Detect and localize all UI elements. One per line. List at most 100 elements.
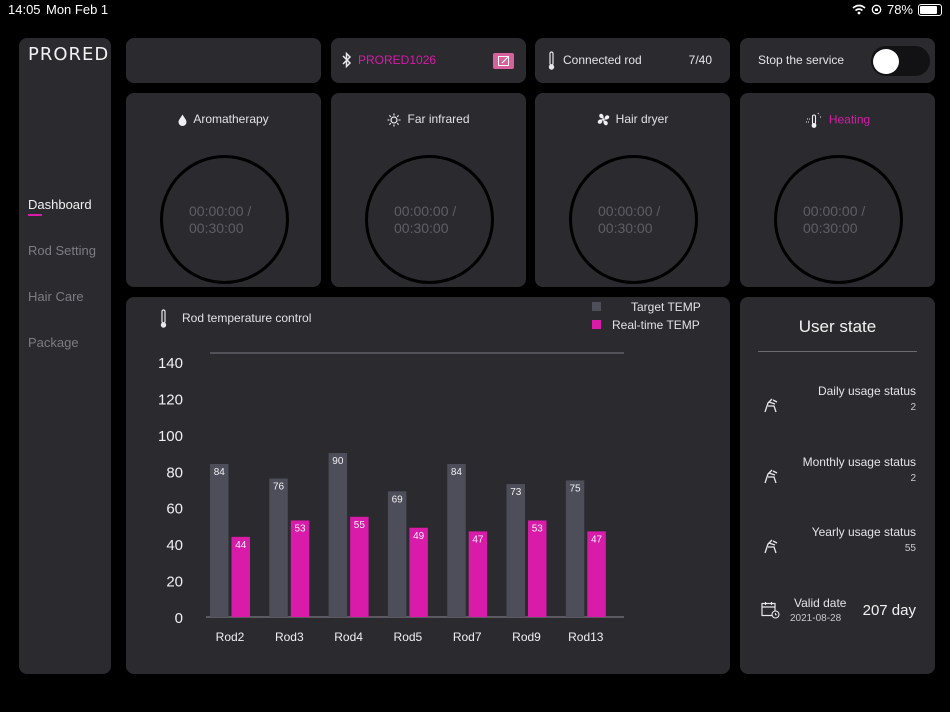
bar bbox=[528, 520, 547, 617]
edit-icon bbox=[498, 56, 509, 66]
status-bar: 14:05 Mon Feb 1 78% bbox=[0, 0, 950, 20]
stop-service-toggle[interactable] bbox=[871, 46, 930, 76]
status-date: Mon Feb 1 bbox=[46, 2, 109, 17]
sidebar-item-package[interactable]: Package bbox=[28, 335, 79, 350]
user-state-title: User state bbox=[798, 317, 877, 336]
stop-service-label: Stop the service bbox=[758, 53, 845, 67]
bar bbox=[447, 464, 466, 617]
bar-value-label: 69 bbox=[392, 494, 404, 505]
monthly-usage-row: Monthly usage status 2 bbox=[740, 455, 935, 495]
mode-label: Far infrared bbox=[407, 112, 470, 126]
rod-temperature-panel: 0 20 40 60 80 100 120 140 84 44 Rod2 76 53 Rod3 90 55 Ro… bbox=[126, 297, 730, 674]
mode-card-far-infrared[interactable]: Far infrared 00:00:00 /00:30:00 bbox=[331, 93, 526, 287]
bar-value-label: 47 bbox=[472, 534, 484, 545]
timer-ring: 00:00:00 /00:30:00 bbox=[774, 155, 903, 284]
legend-label: Real-time TEMP bbox=[612, 318, 700, 332]
daily-usage-row: Daily usage status 2 bbox=[740, 384, 935, 424]
mode-card-aromatherapy[interactable]: Aromatherapy 00:00:00 /00:30:00 bbox=[126, 93, 321, 287]
toggle-knob bbox=[873, 49, 899, 74]
usage-value: 55 bbox=[904, 543, 916, 554]
edit-device-button[interactable] bbox=[493, 53, 514, 69]
bar bbox=[269, 478, 288, 617]
bar-value-label: 49 bbox=[413, 531, 425, 542]
sidebar: PRORED Dashboard Rod Setting Hair Care P… bbox=[19, 38, 111, 674]
x-tick-label: Rod3 bbox=[275, 630, 304, 644]
timer-ring: 00:00:00 /00:30:00 bbox=[365, 155, 494, 284]
bar-value-label: 90 bbox=[332, 456, 344, 467]
sidebar-item-rod-setting[interactable]: Rod Setting bbox=[28, 243, 96, 258]
bar-chart: 0 20 40 60 80 100 120 140 84 44 Rod2 76 53 Rod3 90 55 Ro… bbox=[158, 352, 624, 644]
connected-rod-count: 7/40 bbox=[688, 53, 712, 67]
status-time: 14:05 bbox=[8, 2, 41, 17]
mode-label: Heating bbox=[828, 112, 871, 127]
device-name: PRORED1026 bbox=[358, 53, 437, 67]
usage-value: 2 bbox=[910, 473, 916, 484]
chair-icon bbox=[764, 398, 778, 413]
mode-header: Aromatherapy bbox=[126, 112, 321, 126]
bar-value-label: 53 bbox=[532, 523, 544, 534]
valid-date-label: Valid date bbox=[794, 596, 847, 610]
battery-percent: 78% bbox=[886, 2, 913, 17]
bar-value-label: 76 bbox=[273, 482, 285, 493]
x-tick-label: Rod2 bbox=[216, 630, 245, 644]
bluetooth-icon bbox=[342, 51, 352, 69]
x-tick-label: Rod5 bbox=[394, 630, 423, 644]
bar bbox=[506, 484, 525, 617]
bar-value-label: 75 bbox=[569, 483, 581, 494]
usage-label: Daily usage status bbox=[817, 384, 916, 398]
status-right: 78% bbox=[852, 2, 942, 17]
heat-icon bbox=[805, 112, 822, 128]
divider bbox=[758, 351, 917, 352]
connected-panel: Connected rod 7/40 bbox=[535, 38, 730, 83]
chair-icon bbox=[764, 539, 778, 554]
legend-swatch bbox=[592, 320, 601, 329]
bar bbox=[210, 464, 229, 617]
bar-value-label: 73 bbox=[510, 487, 522, 498]
legend-label: Target TEMP bbox=[631, 300, 701, 314]
chair-icon bbox=[764, 469, 778, 484]
bar-value-label: 47 bbox=[591, 534, 603, 545]
battery-icon bbox=[918, 3, 942, 16]
sidebar-item-dashboard[interactable]: Dashboard bbox=[28, 197, 92, 216]
x-tick-label: Rod13 bbox=[568, 630, 604, 644]
sidebar-item-label: Hair Care bbox=[28, 289, 84, 304]
bar bbox=[409, 527, 428, 617]
y-tick-label: 40 bbox=[166, 537, 183, 554]
fan-icon bbox=[597, 114, 609, 126]
timer-text: 00:00:00 /00:30:00 bbox=[803, 203, 866, 236]
bar bbox=[231, 536, 250, 617]
drop-icon bbox=[178, 114, 187, 126]
usage-label: Yearly usage status bbox=[811, 525, 916, 539]
sidebar-item-label: Dashboard bbox=[28, 197, 92, 212]
device-panel: PRORED1026 bbox=[331, 38, 526, 83]
y-tick-label: 100 bbox=[158, 428, 183, 445]
mode-label: Hair dryer bbox=[615, 112, 669, 126]
calendar-icon bbox=[761, 602, 780, 619]
y-tick-label: 80 bbox=[166, 464, 183, 481]
timer-ring: 00:00:00 /00:30:00 bbox=[569, 155, 698, 284]
sun-icon bbox=[387, 113, 401, 127]
usage-label: Monthly usage status bbox=[802, 455, 916, 469]
bar-value-label: 44 bbox=[235, 540, 247, 551]
thermometer-icon bbox=[548, 51, 555, 70]
y-tick-label: 60 bbox=[166, 501, 183, 518]
x-tick-label: Rod9 bbox=[512, 630, 541, 644]
timer-text: 00:00:00 /00:30:00 bbox=[598, 203, 661, 236]
legend-swatch bbox=[592, 302, 601, 311]
sidebar-item-hair-care[interactable]: Hair Care bbox=[28, 289, 84, 304]
bar bbox=[565, 480, 585, 617]
mode-label: Aromatherapy bbox=[193, 112, 269, 126]
bar bbox=[468, 531, 488, 617]
bar bbox=[387, 491, 407, 617]
bar bbox=[290, 520, 310, 617]
mode-card-heating[interactable]: Heating 00:00:00 /00:30:00 bbox=[740, 93, 935, 287]
usage-value: 2 bbox=[910, 402, 916, 413]
mode-header: Far infrared bbox=[331, 112, 526, 127]
mode-card-hair-dryer[interactable]: Hair dryer 00:00:00 /00:30:00 bbox=[535, 93, 730, 287]
timer-text: 00:00:00 /00:30:00 bbox=[394, 203, 457, 236]
bar bbox=[328, 453, 348, 617]
y-tick-label: 120 bbox=[158, 391, 183, 408]
mode-header: Hair dryer bbox=[535, 112, 730, 126]
y-tick-label: 0 bbox=[175, 610, 183, 627]
chart-title: Rod temperature control bbox=[182, 311, 312, 325]
